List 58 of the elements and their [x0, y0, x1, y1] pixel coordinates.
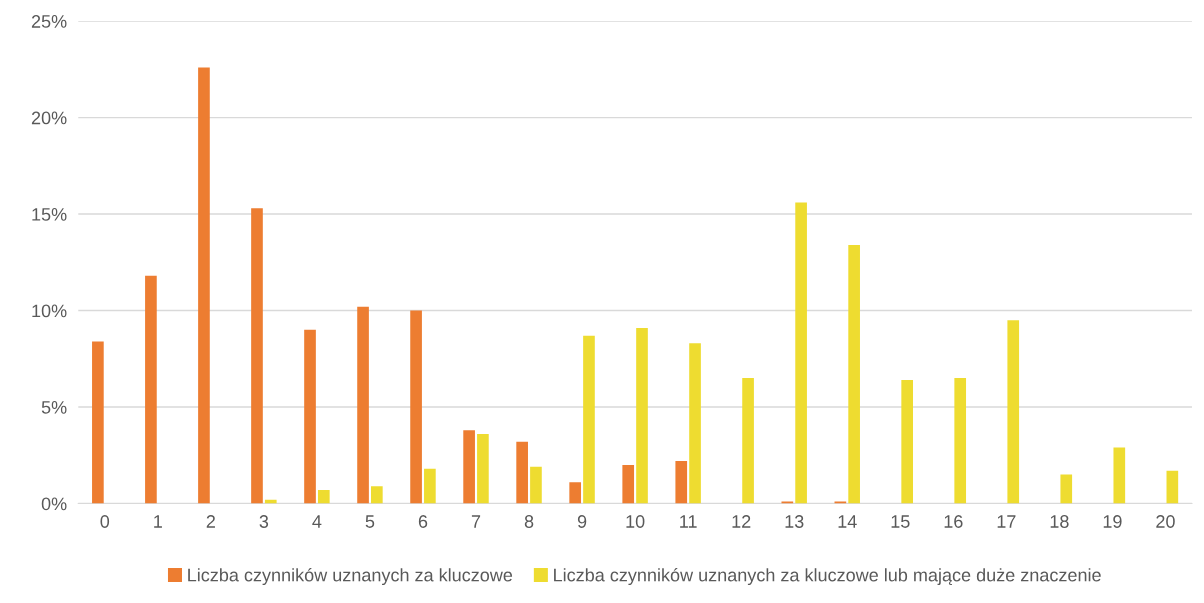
x-tick-label: 5 [365, 515, 375, 528]
bar [622, 464, 635, 504]
y-tick-label: 15% [32, 208, 67, 221]
bar [530, 466, 542, 504]
x-tick-label: 0 [100, 515, 110, 528]
bar [1060, 474, 1073, 504]
legend-label: Liczba czynników uznanych za kluczowe [188, 567, 513, 586]
bar [583, 335, 595, 504]
x-tick-label: 19 [1103, 515, 1122, 528]
x-tick-label: 11 [680, 515, 697, 528]
x-tick-label: 14 [838, 515, 857, 528]
bar [410, 310, 422, 504]
x-tick-label: 13 [785, 515, 804, 528]
x-tick-label: 20 [1156, 515, 1175, 528]
x-tick-label: 12 [732, 515, 751, 528]
y-tick-label: 10% [32, 304, 67, 318]
y-tick-label: 0% [41, 497, 67, 511]
bar [371, 486, 383, 504]
x-tick-label: 3 [259, 515, 269, 528]
x-tick-label: 1 [154, 515, 162, 528]
bar [317, 490, 330, 504]
x-tick-label: 18 [1050, 515, 1069, 528]
bar [1166, 470, 1179, 504]
bar [675, 461, 688, 504]
x-tick-label: 16 [944, 515, 963, 528]
x-tick-label: 10 [626, 515, 645, 528]
bar [742, 378, 754, 504]
legend-label: Liczba czynników uznanych za kluczowe lub mające duże znaczenie [554, 567, 1101, 586]
bar [795, 202, 807, 504]
bar [636, 327, 648, 504]
bar [689, 343, 701, 504]
bar [357, 306, 369, 504]
x-tick-label: 6 [418, 515, 428, 528]
x-tick-label: 17 [997, 515, 1016, 528]
bar [516, 441, 528, 504]
bar [251, 208, 263, 504]
bar [1113, 447, 1126, 504]
bar [463, 430, 475, 504]
y-tick-label: 20% [31, 111, 67, 125]
bar [145, 275, 157, 504]
x-tick-label: 4 [312, 515, 322, 528]
x-tick-label: 2 [206, 515, 215, 528]
bar [198, 67, 210, 504]
bar [569, 482, 582, 504]
bar [424, 468, 436, 504]
bar [304, 329, 316, 504]
bar [477, 434, 489, 504]
x-tick-label: 15 [891, 515, 910, 528]
bar [901, 380, 913, 504]
bar [1007, 320, 1020, 504]
x-tick-label: 9 [577, 515, 587, 528]
bar [848, 244, 860, 504]
bar [92, 341, 104, 504]
y-tick-label: 5% [41, 401, 67, 414]
x-tick-label: 8 [524, 515, 534, 528]
y-tick-label: 25% [31, 15, 67, 28]
bar [954, 378, 967, 504]
x-tick-label: 7 [471, 515, 481, 528]
